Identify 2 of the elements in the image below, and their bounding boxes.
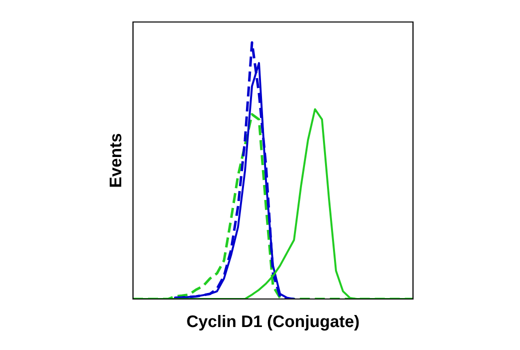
- y-axis-title: Events: [110, 134, 122, 187]
- x-axis-title: Cyclin D1 (Conjugate): [187, 314, 359, 331]
